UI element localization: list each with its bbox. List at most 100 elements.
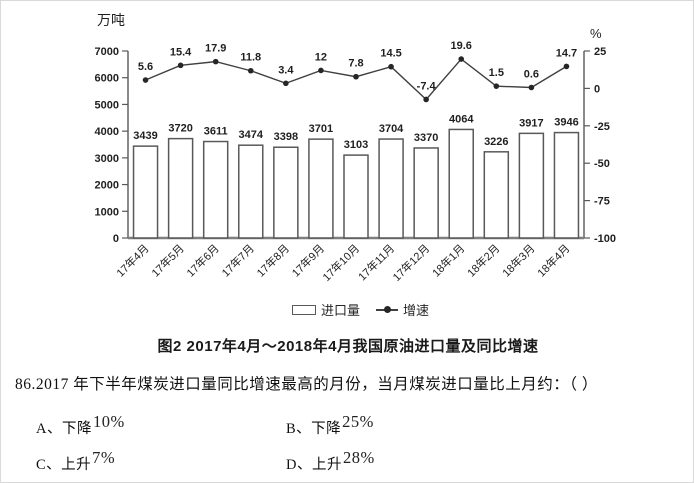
svg-text:4000: 4000: [95, 126, 119, 138]
option-d-prefix: 上升: [311, 457, 342, 473]
option-a: A、下降10%: [36, 412, 125, 438]
right-axis: -100 -75 -50 -25 0 25: [583, 46, 616, 245]
x-axis-label: 17年10月: [319, 241, 362, 284]
bar-value-label: 3474: [239, 129, 264, 141]
bar: [378, 138, 404, 239]
line-series-swatch-icon: [376, 306, 399, 313]
legend-growth-rate-label: 增速: [403, 303, 430, 318]
line-marker: [142, 77, 149, 83]
option-a-value: 10%: [92, 412, 125, 431]
line-marker: [493, 83, 500, 89]
svg-text:0: 0: [113, 233, 119, 245]
line-marker: [458, 56, 465, 62]
line-marker: [423, 96, 429, 103]
bar: [343, 154, 369, 239]
bar: [167, 137, 194, 239]
bar-value-label: 3611: [204, 126, 228, 138]
line-value-label: 11.8: [240, 52, 261, 64]
svg-text:2000: 2000: [95, 180, 119, 192]
line-value-label: 19.6: [451, 40, 472, 52]
bar-value-label: 3398: [274, 131, 298, 143]
right-axis-unit: %: [590, 26, 602, 41]
svg-text:-25: -25: [594, 121, 610, 133]
line-value-label: 17.9: [205, 43, 226, 55]
svg-text:0: 0: [594, 83, 600, 95]
x-axis-label: 17年5月: [148, 241, 186, 279]
x-axis-label: 18年1月: [429, 241, 467, 279]
option-a-label: A、: [36, 421, 62, 437]
bar-value-label: 3439: [133, 130, 157, 142]
legend-import-volume: 进口量: [292, 300, 360, 319]
line-marker: [563, 63, 570, 70]
svg-text:7000: 7000: [95, 46, 119, 58]
line-value-label: 12: [315, 51, 327, 63]
figure-caption: 图2 2017年4月～2018年4月我国原油进口量及同比增速: [157, 338, 539, 355]
bar: [518, 132, 545, 239]
line-value-label: 3.4: [278, 64, 294, 76]
line-marker: [177, 62, 184, 69]
legend-import-volume-label: 进口量: [321, 303, 361, 318]
option-b-value: 25%: [342, 412, 374, 431]
line-value-label: 0.6: [524, 69, 539, 81]
line-marker: [318, 67, 324, 74]
x-axis-label: 18年4月: [534, 241, 572, 279]
svg-text:25: 25: [594, 46, 606, 58]
bar: [202, 140, 229, 239]
line-marker: [212, 58, 219, 65]
option-c: C、上升7%: [36, 448, 115, 474]
svg-text:3000: 3000: [95, 153, 119, 165]
bar-value-label: 3370: [414, 132, 438, 144]
bar-value-label: 3946: [554, 117, 578, 129]
option-a-prefix: 下降: [61, 421, 92, 437]
bar-series-swatch-icon: [292, 304, 316, 315]
x-axis-label: 18年3月: [499, 241, 537, 279]
x-axis-label: 17年12月: [390, 241, 433, 284]
growth-rate-line: 5.6 15.4 17.9 11.8 3.4 12 7.8 14.5 -7.4 19.6 1.5 0.…: [138, 40, 577, 103]
bar: [308, 138, 334, 239]
option-d-value: 28%: [342, 448, 375, 467]
chart-legend: 进口量 增速: [292, 300, 429, 319]
svg-text:5000: 5000: [95, 99, 119, 111]
line-value-label: 14.5: [380, 48, 401, 60]
line-value-label: 15.4: [170, 46, 192, 58]
bar-value-label: 3103: [344, 139, 368, 151]
option-b: B、下降25%: [286, 412, 374, 438]
line-marker-dot-icon: [384, 306, 392, 313]
bar: [483, 151, 510, 239]
bar: [448, 128, 474, 239]
bar: [238, 144, 264, 239]
option-c-prefix: 上升: [61, 457, 92, 473]
crude-oil-import-chart: 万吨% 0 1000 2000 3000 4000 5000 6000 7000 -100 -75-…: [1, 1, 693, 331]
option-d: D、上升28%: [286, 448, 375, 474]
bar: [413, 147, 439, 239]
bar-value-label: 3701: [309, 123, 333, 135]
svg-text:-100: -100: [594, 233, 616, 245]
line-value-label: 14.7: [556, 47, 577, 59]
bar: [273, 146, 299, 239]
x-axis-label: 17年6月: [183, 241, 221, 279]
x-axis-label: 17年7月: [218, 241, 256, 279]
left-axis: 0 1000 2000 3000 4000 5000 6000 7000: [95, 46, 129, 245]
option-c-value: 7%: [92, 448, 116, 467]
line-value-label: -7.4: [417, 80, 437, 92]
legend-growth-rate: 增速: [376, 300, 429, 319]
line-marker: [353, 73, 359, 80]
x-axis-label: 17年8月: [254, 241, 292, 279]
line-value-label: 1.5: [489, 67, 504, 79]
option-c-label: C、: [36, 457, 62, 473]
x-axis-label: 18年2月: [464, 241, 502, 279]
line-marker: [247, 67, 254, 74]
import-volume-bars: 3439 3720 3611 3474 3398 3701 3103 3704 3370 4064…: [132, 113, 580, 239]
option-d-label: D、: [286, 457, 312, 473]
svg-text:-75: -75: [594, 196, 610, 208]
line-value-label: 5.6: [138, 61, 153, 73]
x-axis-label: 17年4月: [113, 241, 151, 279]
question-text: 86.2017 年下半年煤炭进口量同比增速最高的月份，当月煤炭进口量比上月约：（…: [15, 376, 598, 393]
option-b-label: B、: [286, 421, 312, 437]
line-value-label: 7.8: [348, 58, 363, 70]
bar-value-label: 3917: [519, 117, 543, 129]
option-b-prefix: 下降: [311, 421, 342, 437]
left-axis-unit: 万吨: [97, 12, 125, 28]
bar-value-label: 3720: [168, 123, 192, 135]
